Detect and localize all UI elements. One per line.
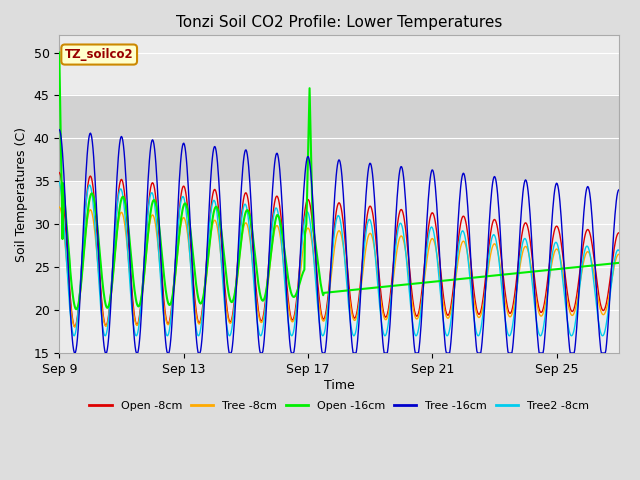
Legend: Open -8cm, Tree -8cm, Open -16cm, Tree -16cm, Tree2 -8cm: Open -8cm, Tree -8cm, Open -16cm, Tree -…	[85, 396, 593, 416]
Tree2 -8cm	[372, 265, 380, 271]
Tree -8cm	[508, 312, 516, 317]
Tree2 -8cm	[259, 326, 267, 332]
Tree2 -8cm	[615, 248, 623, 253]
Open -16cm	[289, 294, 297, 300]
Open -8cm	[615, 230, 623, 236]
Tree -16cm	[56, 127, 63, 132]
Tree -8cm	[76, 294, 84, 300]
Line: Open -16cm: Open -16cm	[60, 52, 619, 309]
Open -16cm	[72, 306, 80, 312]
Open -8cm	[508, 307, 516, 313]
Tree -8cm	[373, 266, 381, 272]
Tree -16cm	[615, 187, 623, 193]
Open -16cm	[76, 290, 84, 296]
Open -8cm	[71, 324, 79, 330]
Tree -16cm	[76, 295, 84, 300]
Tree -8cm	[56, 204, 63, 210]
Open -16cm	[188, 238, 195, 244]
Open -16cm	[56, 49, 63, 55]
Tree -16cm	[71, 350, 79, 356]
Open -16cm	[260, 297, 268, 303]
Tree -8cm	[289, 318, 297, 324]
Tree2 -8cm	[508, 329, 515, 335]
Open -8cm	[289, 316, 297, 322]
Bar	[60, 96, 619, 181]
Open -8cm	[188, 254, 195, 260]
Line: Tree2 -8cm: Tree2 -8cm	[60, 182, 619, 336]
Open -8cm	[373, 249, 381, 255]
Tree -16cm	[289, 350, 297, 356]
Text: TZ_soilco2: TZ_soilco2	[65, 48, 134, 61]
Tree -16cm	[188, 250, 195, 256]
Tree -8cm	[71, 324, 79, 330]
Tree -8cm	[615, 252, 623, 257]
Tree2 -8cm	[187, 267, 195, 273]
Line: Tree -8cm: Tree -8cm	[60, 207, 619, 327]
Tree -8cm	[188, 270, 195, 276]
Open -16cm	[508, 271, 516, 276]
Open -8cm	[76, 286, 84, 291]
Title: Tonzi Soil CO2 Profile: Lower Temperatures: Tonzi Soil CO2 Profile: Lower Temperatur…	[176, 15, 502, 30]
Tree2 -8cm	[289, 332, 296, 337]
Line: Tree -16cm: Tree -16cm	[60, 130, 619, 353]
Tree -16cm	[373, 240, 381, 246]
Open -8cm	[56, 170, 63, 176]
Tree2 -8cm	[536, 333, 544, 339]
Y-axis label: Soil Temperatures (C): Soil Temperatures (C)	[15, 127, 28, 262]
Tree -8cm	[260, 315, 268, 321]
Tree2 -8cm	[76, 293, 83, 299]
Open -8cm	[260, 312, 268, 318]
Tree2 -8cm	[56, 179, 63, 185]
Tree -16cm	[508, 350, 516, 356]
X-axis label: Time: Time	[324, 379, 355, 392]
Line: Open -8cm: Open -8cm	[60, 173, 619, 327]
Tree -16cm	[260, 344, 268, 349]
Open -16cm	[615, 260, 623, 266]
Open -16cm	[373, 285, 381, 290]
